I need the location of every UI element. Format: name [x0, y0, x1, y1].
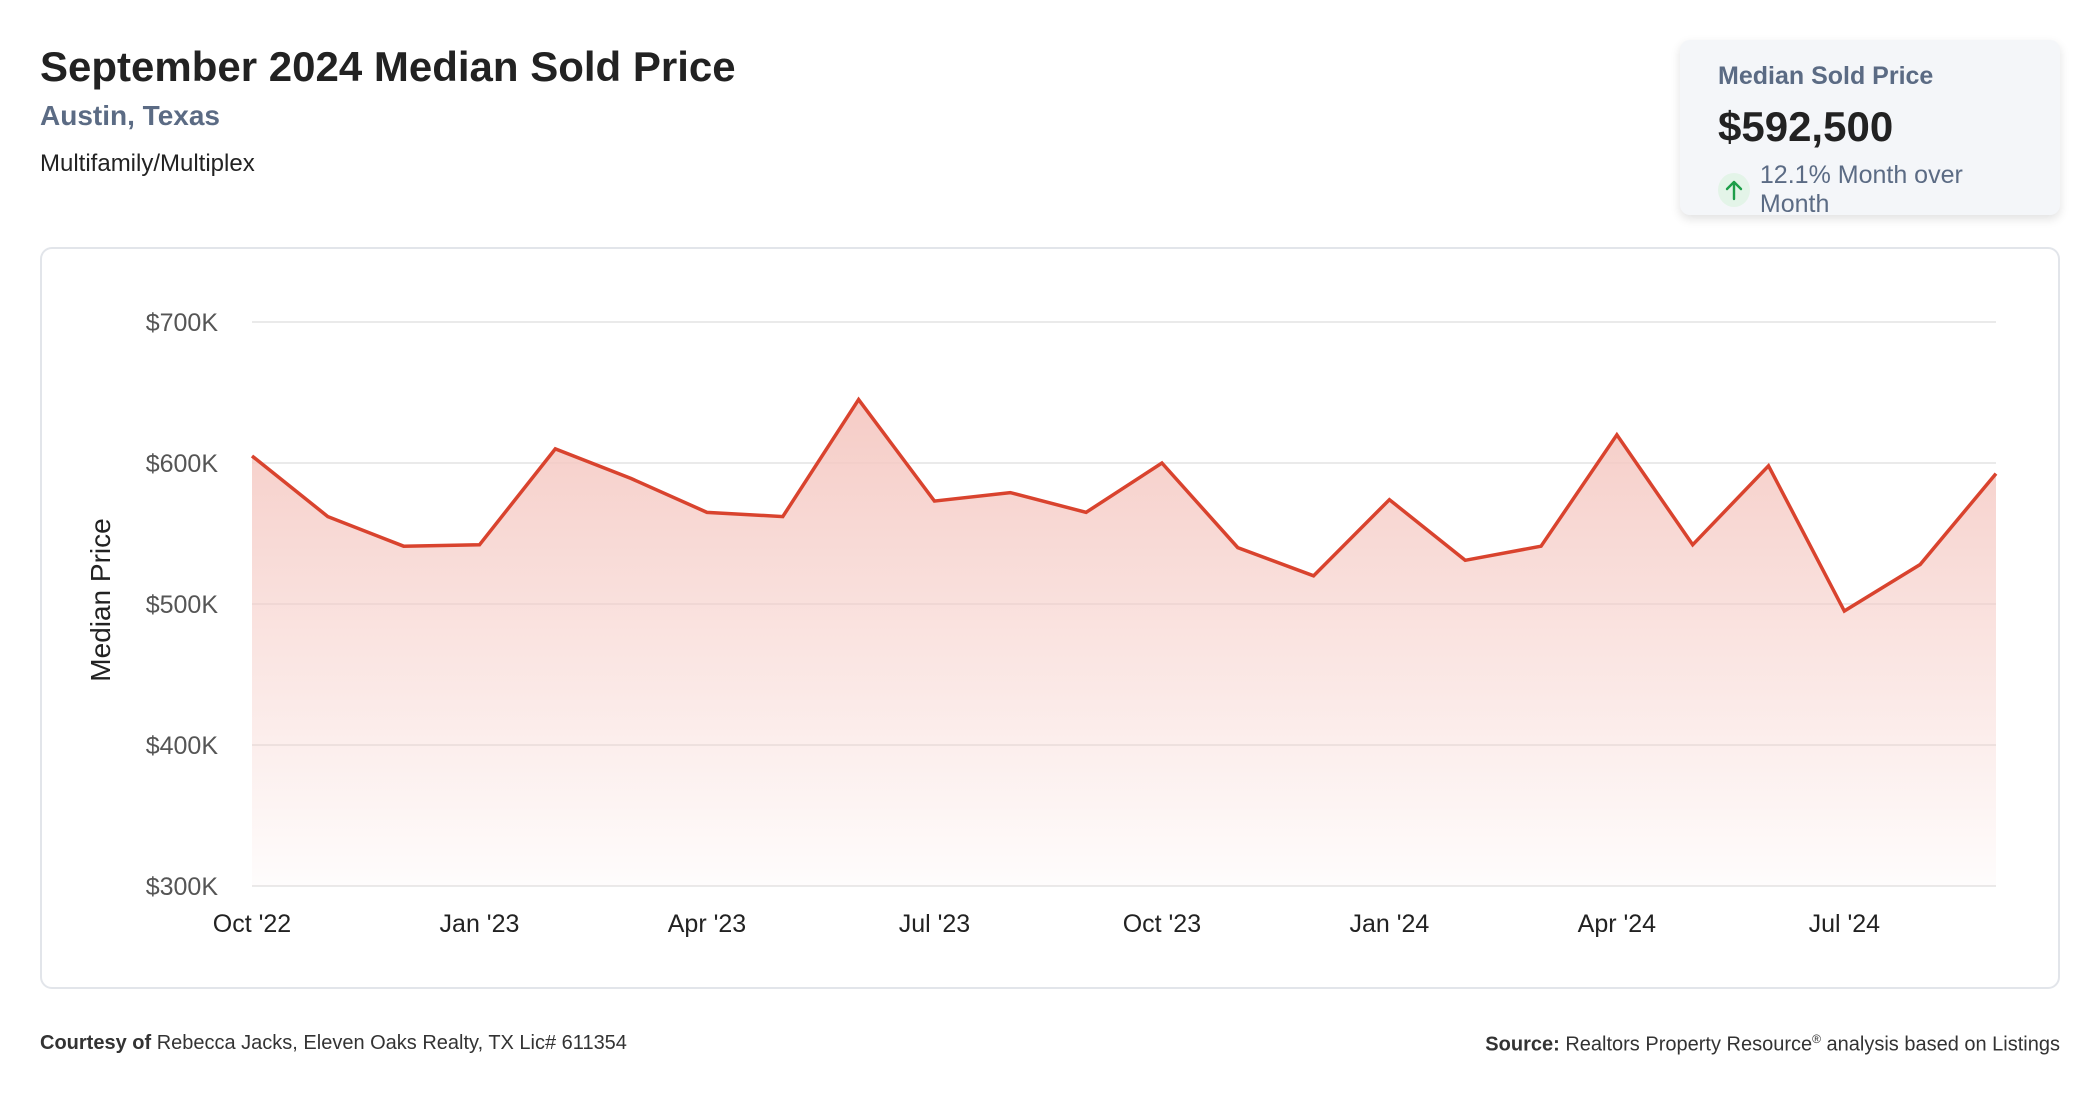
x-tick-label: Apr '24: [1578, 910, 1657, 938]
data-point[interactable]: [473, 539, 485, 551]
registered-mark: ®: [1812, 1032, 1821, 1046]
x-tick-label: Jul '24: [1809, 910, 1881, 938]
x-tick-label: Oct '23: [1123, 910, 1201, 938]
data-point[interactable]: [777, 511, 789, 523]
x-tick-label: Jan '23: [440, 910, 520, 938]
series-line: [250, 396, 1998, 614]
data-point[interactable]: [1004, 487, 1016, 499]
data-point[interactable]: [1763, 460, 1775, 472]
x-tick-label: Oct '22: [213, 910, 291, 938]
data-point[interactable]: [1611, 429, 1623, 441]
data-point[interactable]: [853, 394, 865, 406]
data-point[interactable]: [1308, 570, 1320, 582]
summary-card: Median Sold Price $592,500 12.1% Month o…: [1680, 40, 2060, 218]
courtesy-label: Courtesy of: [40, 1032, 152, 1054]
data-point[interactable]: [1156, 457, 1168, 469]
summary-change-text: 12.1% Month over Month: [1759, 161, 1963, 218]
data-point[interactable]: [1383, 494, 1395, 506]
source-text: Realtors Property Resource: [1565, 1033, 1813, 1056]
area-fill: [252, 399, 1996, 886]
median-price-chart: $300K $400K $500K $600K $700K Oct '22 Jan '23…: [85, 309, 2002, 938]
arrow-up-icon: [1718, 173, 1750, 207]
source-suffix: analysis based on Listings: [1826, 1033, 2060, 1056]
data-point[interactable]: [1914, 559, 1926, 571]
data-point[interactable]: [1535, 540, 1547, 552]
source-label: Source:: [1485, 1033, 1560, 1056]
data-point[interactable]: [549, 443, 561, 455]
data-point[interactable]: [246, 450, 258, 462]
data-point[interactable]: [1232, 542, 1244, 554]
header: September 2024 Median Sold Price Austin,…: [40, 42, 736, 178]
summary-label: Median Sold Price: [1718, 62, 1934, 90]
y-tick-label: $500K: [146, 591, 219, 619]
footer-courtesy: Courtesy of Rebecca Jacks, Eleven Oaks R…: [40, 1032, 627, 1055]
courtesy-text: Rebecca Jacks, Eleven Oaks Realty, TX Li…: [156, 1032, 627, 1054]
y-axis-title: Median Price: [85, 518, 116, 681]
data-point[interactable]: [1459, 554, 1471, 566]
x-tick-label: Jul '23: [899, 910, 970, 938]
y-tick-label: $700K: [146, 309, 219, 337]
data-point[interactable]: [625, 473, 637, 485]
data-point[interactable]: [701, 506, 713, 518]
footer-source: Source: Realtors Property Resource® anal…: [1485, 1032, 2060, 1057]
data-point[interactable]: [322, 511, 334, 523]
location-subtitle: Austin, Texas: [40, 100, 220, 132]
y-tick-label: $400K: [146, 732, 219, 760]
x-tick-label: Jan '24: [1349, 910, 1429, 938]
data-point[interactable]: [928, 495, 940, 507]
data-point[interactable]: [1687, 539, 1699, 551]
property-type-label: Multifamily/Multiplex: [40, 150, 255, 178]
page-title: September 2024 Median Sold Price: [40, 43, 736, 90]
summary-value: $592,500: [1718, 103, 1894, 150]
data-point[interactable]: [398, 540, 410, 552]
y-tick-label: $300K: [146, 873, 219, 901]
data-point[interactable]: [1838, 605, 1850, 617]
data-point[interactable]: [1080, 506, 1092, 518]
x-tick-label: Apr '23: [668, 910, 746, 938]
chart-container: $300K $400K $500K $600K $700K Oct '22 Jan '23…: [40, 247, 2060, 989]
summary-change: 12.1% Month over Month: [1718, 161, 2022, 219]
y-tick-label: $600K: [146, 450, 219, 478]
data-point[interactable]: [1990, 468, 2002, 480]
